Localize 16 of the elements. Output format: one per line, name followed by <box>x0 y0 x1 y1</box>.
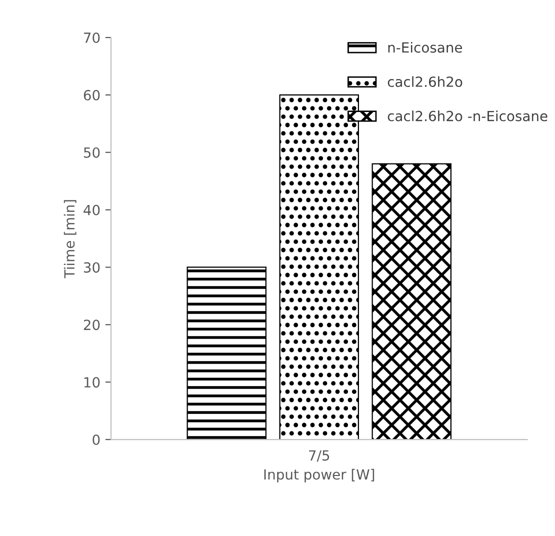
y-tick-label: 50 <box>84 147 100 158</box>
y-tick-label: 60 <box>84 90 100 100</box>
y-tick-label: 40 <box>84 204 100 216</box>
legend-label: cacl2.6h2o -n-Eicosane <box>388 110 548 122</box>
y-tick-label: 0 <box>92 434 100 445</box>
bar <box>186 266 266 440</box>
y-axis-title: Tiime [min] <box>64 200 76 278</box>
legend-label: n-Eicosane <box>388 42 462 53</box>
legend-label: cacl2.6h2o <box>388 76 462 88</box>
x-tick-label: 7/5 <box>309 450 330 462</box>
y-tick-label: 20 <box>84 320 100 330</box>
bar <box>372 163 452 440</box>
y-tick-label: 70 <box>84 32 100 43</box>
x-axis-title: Input power [W] <box>264 468 374 482</box>
y-tick-label: 10 <box>84 377 100 388</box>
y-tick-label: 30 <box>84 262 100 273</box>
